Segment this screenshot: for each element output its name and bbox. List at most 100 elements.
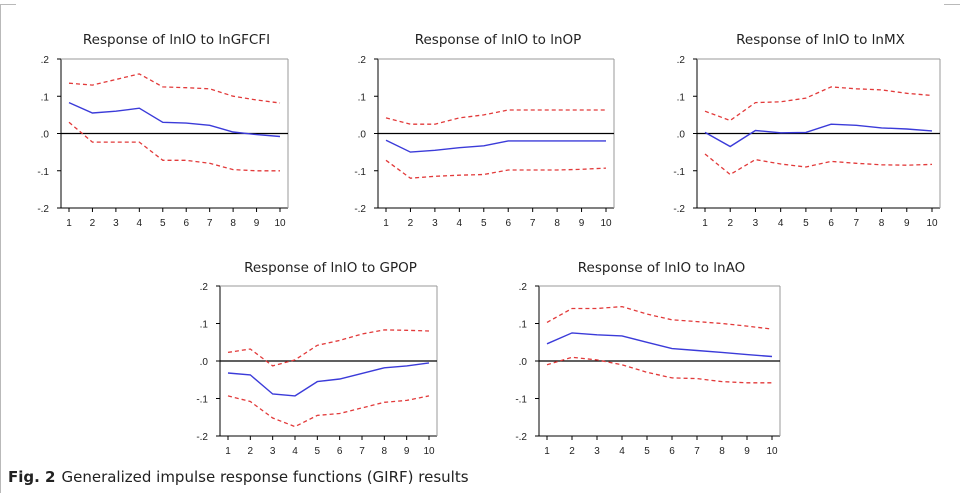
response-line (385, 139, 606, 153)
x-tick-label: 10 (926, 218, 938, 229)
x-tick-label: 2 (727, 218, 733, 229)
lower-band-line (385, 159, 607, 179)
y-tick-label: -.2 (354, 204, 366, 215)
y-tick-label: .0 (519, 357, 528, 368)
x-tick-label: 7 (854, 218, 860, 229)
irf-panel-1: Response of lnIO to lnGFCFI .2 .1 .0 -.1 -.2 1… (37, 32, 289, 229)
panel-title: Response of lnIO to lnGFCFI (83, 32, 270, 48)
x-tick-label: 10 (423, 446, 435, 457)
y-tick-label: .1 (677, 92, 686, 103)
x-tick-label: 4 (137, 218, 143, 229)
x-tick-label: 8 (554, 218, 560, 229)
x-tick-label: 6 (183, 218, 189, 229)
x-tick-label: 5 (160, 218, 166, 229)
x-tick-label: 6 (337, 446, 343, 457)
y-tick-label: .2 (358, 55, 367, 66)
frame-top-left-border (0, 4, 16, 5)
y-tick-label: .0 (200, 357, 209, 368)
x-tick-label: 9 (254, 218, 260, 229)
irf-panel-2: Response of lnIO to lnOP .2 .1 .0 -.1 -.2 1 2 3 4… (354, 32, 615, 229)
x-tick-label: 5 (481, 218, 487, 229)
response-line (546, 332, 773, 358)
y-tick-label: .2 (41, 55, 50, 66)
upper-band-line (704, 86, 933, 122)
x-tick-label: 9 (404, 446, 410, 457)
y-tick-label: -.2 (196, 432, 208, 443)
y-tick-label: -.2 (673, 204, 685, 215)
x-tick-label: 3 (432, 218, 438, 229)
upper-band-line (227, 329, 430, 367)
x-tick-label: 2 (90, 218, 96, 229)
x-tick-label: 3 (270, 446, 276, 457)
y-tick-label: .2 (519, 282, 528, 293)
x-tick-label: 8 (719, 446, 725, 457)
x-tick-label: 3 (113, 218, 119, 229)
y-tick-label: .2 (200, 282, 209, 293)
y-tick-label: .0 (677, 130, 686, 141)
figure-caption-text: Generalized impulse response functions (… (61, 468, 469, 486)
y-tick-label: -.1 (37, 167, 49, 178)
x-tick-label: 7 (694, 446, 700, 457)
x-tick-label: 3 (753, 218, 759, 229)
x-tick-label: 5 (315, 446, 321, 457)
y-tick-label: -.1 (354, 167, 366, 178)
response-line (227, 362, 430, 397)
response-line (704, 123, 933, 148)
panel-title: Response of lnIO to lnMX (736, 32, 905, 48)
figure-caption: Fig. 2 Generalized impulse response funct… (8, 468, 469, 486)
y-tick-label: -.2 (515, 432, 527, 443)
y-tick-label: .1 (200, 320, 209, 331)
x-tick-label: 1 (225, 446, 231, 457)
x-tick-label: 2 (248, 446, 254, 457)
y-tick-label: .0 (358, 130, 367, 141)
x-tick-label: 5 (803, 218, 809, 229)
y-tick-label: .0 (41, 130, 50, 141)
x-tick-label: 4 (292, 446, 298, 457)
upper-band-line (546, 305, 773, 330)
y-tick-label: -.1 (515, 395, 527, 406)
x-tick-label: 4 (457, 218, 463, 229)
x-tick-label: 6 (505, 218, 511, 229)
y-tick-label: .1 (519, 320, 528, 331)
x-tick-label: 10 (274, 218, 286, 229)
lower-band-line (68, 121, 280, 172)
x-tick-label: 4 (619, 446, 625, 457)
panel-title: Response of lnIO to GPOP (244, 260, 417, 276)
x-tick-label: 2 (569, 446, 575, 457)
x-tick-label: 1 (544, 446, 550, 457)
x-tick-label: 10 (766, 446, 778, 457)
x-tick-label: 1 (66, 218, 72, 229)
x-tick-label: 6 (669, 446, 675, 457)
x-tick-label: 8 (230, 218, 236, 229)
x-tick-label: 4 (778, 218, 784, 229)
lower-band-line (227, 395, 430, 428)
x-tick-label: 10 (600, 218, 612, 229)
x-tick-label: 8 (879, 218, 885, 229)
x-tick-label: 2 (408, 218, 414, 229)
lower-band-line (546, 356, 772, 384)
x-tick-label: 9 (579, 218, 585, 229)
y-tick-label: .1 (41, 92, 50, 103)
x-tick-label: 5 (644, 446, 650, 457)
x-tick-label: 3 (594, 446, 600, 457)
x-tick-label: 8 (382, 446, 388, 457)
response-line (68, 101, 281, 138)
irf-panel-3: Response of lnIO to lnMX .2 .1 .0 -.1 -.2 1 2 3 4… (673, 32, 941, 229)
x-tick-label: 7 (359, 446, 365, 457)
y-tick-label: -.1 (673, 167, 685, 178)
y-tick-label: -.1 (196, 395, 208, 406)
irf-panel-4: Response of lnIO to GPOP .2 .1 .0 -.1 -.2 1 2 3 4… (196, 260, 438, 457)
x-tick-label: 1 (383, 218, 389, 229)
upper-band-line (385, 109, 606, 125)
x-tick-label: 7 (530, 218, 536, 229)
upper-band-line (68, 73, 281, 104)
panel-title: Response of lnIO to lnAO (578, 260, 745, 276)
y-tick-label: .2 (677, 55, 686, 66)
x-tick-label: 7 (207, 218, 213, 229)
frame-left-border (0, 4, 1, 493)
frame-top-right-border (944, 4, 960, 5)
x-tick-label: 9 (904, 218, 910, 229)
panel-title: Response of lnIO to lnOP (415, 32, 582, 48)
